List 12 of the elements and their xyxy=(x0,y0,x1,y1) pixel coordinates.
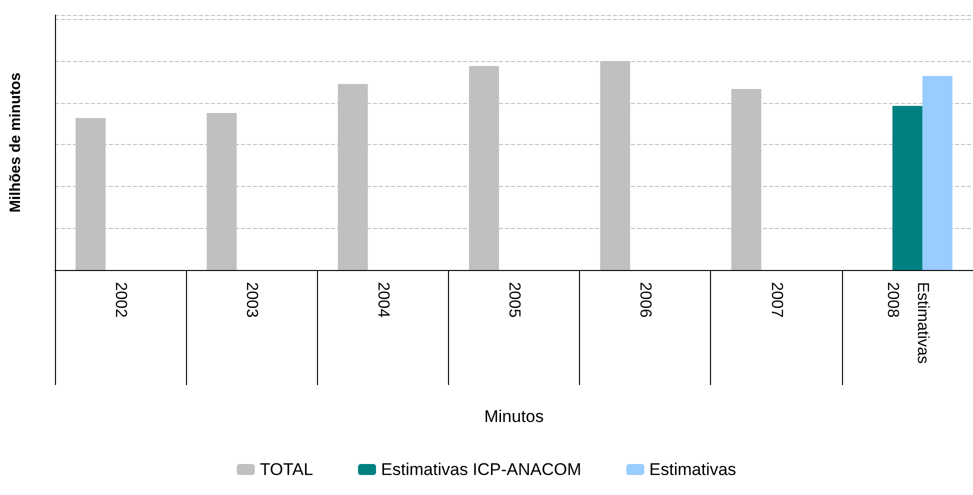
x-tick-label: 2002 xyxy=(112,282,130,318)
x-tick-label: 2004 xyxy=(374,282,392,318)
legend-label: TOTAL xyxy=(260,460,314,479)
x-tick-label: 2007 xyxy=(768,282,785,318)
x-tick-label: Estimativas 2008 xyxy=(884,282,931,368)
y-axis-title: Milhões de minutos xyxy=(7,72,24,213)
x-tick-label: 2003 xyxy=(243,282,260,318)
x-axis-title: Minutos xyxy=(484,407,544,426)
x-tick-label: 2006 xyxy=(636,282,654,318)
legend-label: Estimativas ICP-ANACOM xyxy=(381,460,582,479)
x-tick-label: 2005 xyxy=(506,282,522,318)
legend-label: Estimativas xyxy=(649,460,736,479)
